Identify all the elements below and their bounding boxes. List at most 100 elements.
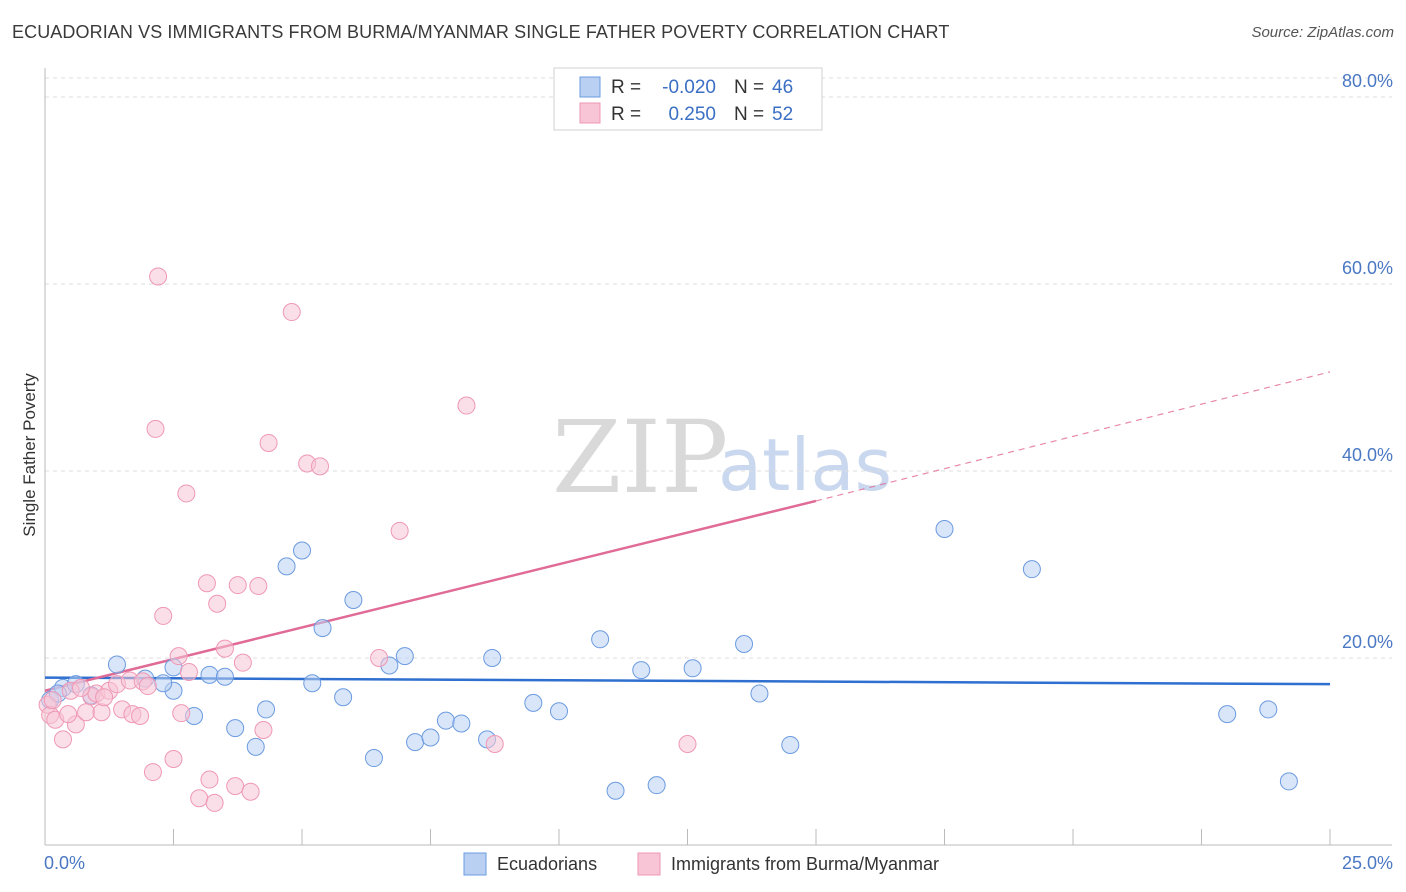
watermark-atlas: atlas [718,423,892,507]
point-burma [53,730,72,749]
bottom-legend-swatch-burma [637,852,661,876]
point-burma [143,763,162,782]
point-burma [149,267,168,286]
x-tick-label-max: 25.0% [1342,853,1393,873]
point-burma [485,735,504,754]
point-burma [233,653,252,672]
point-ecuadorians [750,684,769,703]
point-burma [169,647,188,666]
point-ecuadorians [277,557,296,576]
chart-title: ECUADORIAN VS IMMIGRANTS FROM BURMA/MYAN… [12,22,950,42]
point-burma [154,606,173,625]
watermark-zip: ZIP [552,399,728,516]
point-burma [146,419,165,438]
point-ecuadorians [406,733,425,752]
y-tick-label: 80.0% [1342,71,1393,91]
point-burma [190,789,209,808]
point-burma [259,433,278,452]
axes: 20.0% 40.0% 60.0% 80.0% 0.0% 25.0% [44,68,1393,873]
point-ecuadorians [246,737,265,756]
point-ecuadorians [395,647,414,666]
point-ecuadorians [421,728,440,747]
point-ecuadorians [781,735,800,754]
point-burma [138,677,157,696]
point-ecuadorians [257,700,276,719]
point-ecuadorians [1259,700,1278,719]
point-burma [254,720,273,739]
y-tick-label: 60.0% [1342,258,1393,278]
point-burma [228,576,247,595]
y-tick-label: 40.0% [1342,445,1393,465]
bottom-legend: Ecuadorians Immigrants from Burma/Myanma… [463,852,939,876]
point-burma [205,793,224,812]
point-ecuadorians [200,665,219,684]
point-ecuadorians [1022,560,1041,579]
chart-source: Source: ZipAtlas.com [1251,24,1394,41]
point-burma [95,688,114,707]
point-burma [179,663,198,682]
point-burma [310,457,329,476]
trend-line-burma-extension [815,371,1331,502]
point-ecuadorians [215,667,234,686]
legend-n-value-1: 46 [772,77,793,98]
trend-line-burma [44,499,817,692]
y-tick-label: 20.0% [1342,632,1393,652]
trend-line-ecuadorians [44,676,1331,686]
point-burma [71,678,90,697]
point-ecuadorians [524,693,543,712]
point-ecuadorians [550,702,568,721]
data-points [38,267,1298,812]
x-tick-label-min: 0.0% [44,853,85,873]
grid-lines [45,77,1392,659]
legend-swatch-burma [579,102,601,124]
point-burma [208,594,227,613]
legend-n-label-1: N = [734,77,764,98]
point-ecuadorians [334,688,353,707]
y-axis-label: Single Father Poverty [20,373,39,537]
point-burma [282,303,301,322]
point-ecuadorians [303,674,322,693]
point-burma [92,703,111,722]
legend-n-value-2: 52 [772,104,793,125]
point-ecuadorians [483,649,502,667]
top-legend: R = -0.020 N = 46 R = 0.250 N = 52 [553,67,823,131]
point-ecuadorians [452,714,471,733]
point-ecuadorians [313,619,332,638]
point-ecuadorians [683,659,702,678]
legend-r-value-2: 0.250 [668,104,716,125]
legend-r-value-1: -0.020 [662,77,716,98]
point-burma [197,574,216,593]
point-burma [200,770,219,789]
point-burma [164,749,183,768]
point-burma [59,705,78,724]
point-burma [215,639,234,658]
point-ecuadorians [591,630,610,649]
point-ecuadorians [647,776,666,795]
point-ecuadorians [1218,705,1237,724]
point-ecuadorians [632,661,651,680]
point-burma [241,782,260,801]
legend-r-label-1: R = [611,77,641,98]
point-ecuadorians [436,711,455,730]
point-burma [457,396,476,415]
point-burma [77,703,96,722]
point-burma [249,577,268,596]
point-burma [390,521,409,540]
bottom-legend-swatch-ecuadorians [463,852,487,876]
point-ecuadorians [935,519,954,538]
point-burma [678,735,697,754]
point-ecuadorians [344,591,363,610]
point-ecuadorians [107,655,126,674]
point-burma [172,704,191,723]
legend-swatch-ecuadorians [579,76,601,98]
legend-n-label-2: N = [734,104,764,125]
point-ecuadorians [606,781,625,800]
point-ecuadorians [154,674,173,693]
point-burma [226,777,245,796]
point-burma [177,484,196,503]
point-burma [131,706,150,725]
point-ecuadorians [226,719,245,738]
point-ecuadorians [1279,772,1298,791]
point-ecuadorians [364,749,383,768]
